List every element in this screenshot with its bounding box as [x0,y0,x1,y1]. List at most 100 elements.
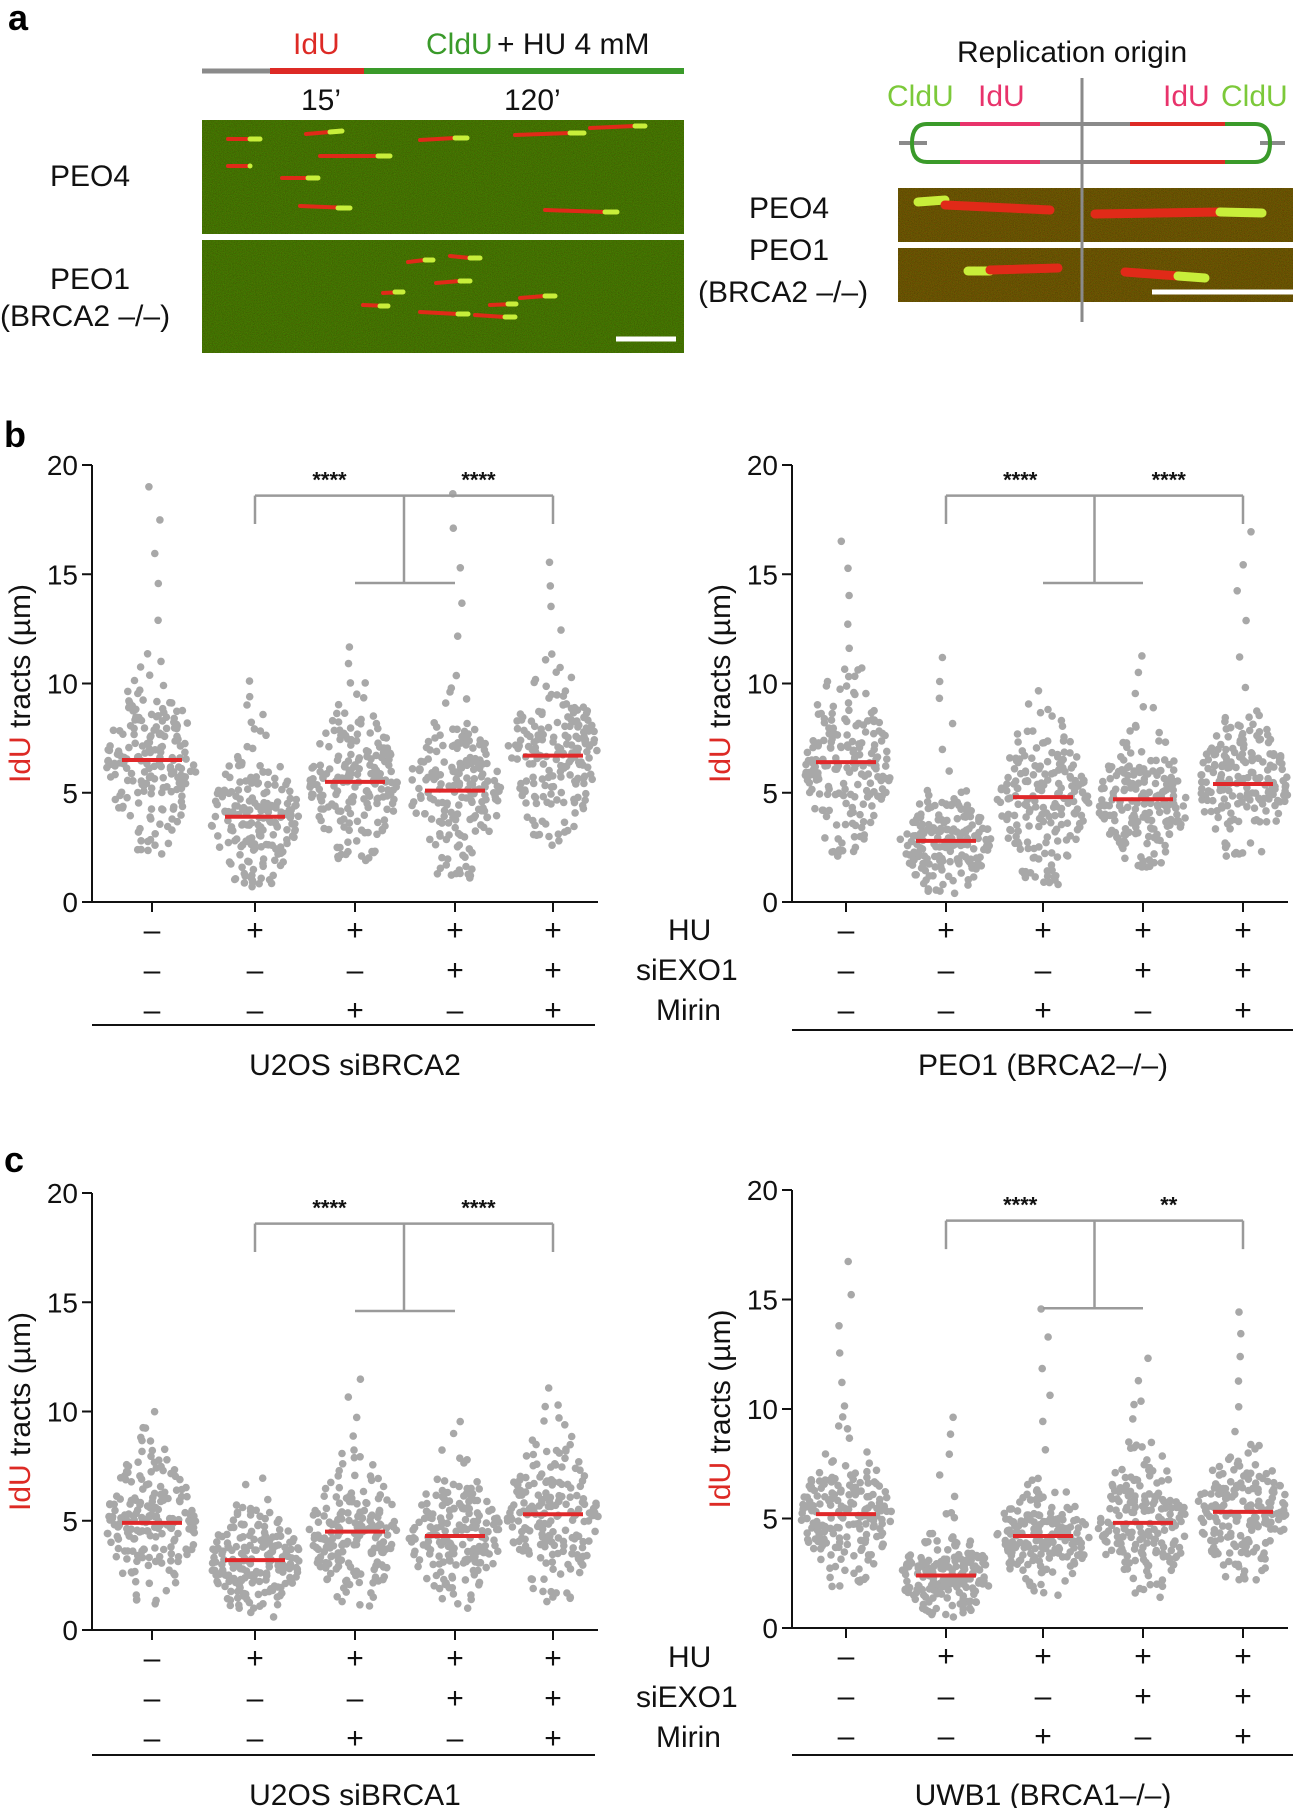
data-dot [1143,1539,1151,1547]
data-dot [430,1582,439,1590]
data-dot [489,1559,497,1568]
data-dot [912,871,920,879]
data-dot [1252,1521,1261,1530]
data-dot [574,1505,583,1514]
data-dot [1113,833,1121,842]
significance-label: **** [461,1196,496,1221]
data-dot [433,1475,442,1484]
data-dot [316,761,325,770]
data-dot [887,1507,895,1516]
data-dot [1160,1497,1168,1506]
data-dot [968,1584,977,1592]
data-dot [1012,757,1021,765]
data-dot [842,682,851,690]
dot-cluster [898,1413,993,1621]
data-dot [167,1543,175,1551]
data-dot [1161,738,1170,746]
data-dot [835,1524,843,1532]
data-dot [365,1602,374,1610]
data-dot [869,1516,878,1525]
data-dot [292,1563,301,1572]
data-dot [458,732,466,741]
data-dot [389,807,398,815]
data-dot [130,676,139,685]
data-dot [493,767,502,776]
data-dot [334,1549,342,1557]
data-dot [133,1506,142,1514]
data-dot [360,811,369,819]
data-dot [445,1555,454,1564]
data-dot [144,846,152,855]
data-dot [322,729,330,737]
data-dot [324,803,333,811]
data-dot [223,1594,232,1603]
data-dot [564,713,572,721]
data-dot [176,742,185,750]
data-dot [1238,729,1247,738]
data-dot [531,747,540,756]
data-dot [386,790,395,799]
data-dot [333,756,342,764]
y-axis-title-rest: tracts (µm) [4,584,37,736]
dot-cluster [207,677,303,891]
data-dot [862,786,871,795]
data-dot [351,1471,359,1480]
data-dot [903,1577,911,1586]
data-dot [1181,793,1190,802]
data-dot [993,1530,1001,1539]
data-dot [491,1541,499,1550]
data-dot [1121,1486,1129,1495]
data-dot [343,735,352,743]
data-dot [944,1586,953,1594]
data-dot [334,1472,343,1480]
data-dot [550,1541,559,1550]
data-dot [334,1523,343,1531]
data-dot [464,1547,472,1556]
data-dot [974,859,983,868]
data-dot [1258,1566,1266,1575]
data-dot [570,822,578,831]
data-dot [356,1453,364,1461]
data-dot [1149,703,1158,712]
dot-cluster [208,1474,303,1621]
data-dot [529,760,537,768]
data-dot [439,741,447,750]
data-dot [344,1559,353,1567]
y-tick-label: 0 [762,1613,778,1644]
data-dot [432,1491,441,1500]
data-dot [1101,801,1110,809]
data-dot [468,1489,477,1498]
data-dot [249,865,258,874]
data-dot [463,1503,472,1512]
data-dot [155,1552,164,1561]
data-dot [1120,785,1129,793]
data-dot [1007,826,1015,835]
data-dot [1130,1545,1139,1553]
data-dot [1029,727,1037,735]
data-dot [1207,807,1215,816]
data-dot [574,793,582,802]
data-dot [1007,1505,1016,1513]
data-dot [1046,1391,1054,1400]
data-dot [112,1552,121,1561]
data-dot [241,1480,250,1489]
data-dot [388,1500,396,1509]
data-dot [350,1446,358,1454]
data-dot [167,787,176,796]
data-dot [1257,1554,1265,1563]
data-dot [345,819,354,827]
data-dot [862,1505,870,1513]
schematic-time-2: 120’ [504,84,561,117]
data-dot [442,835,451,844]
data-dot [1126,727,1134,735]
data-dot [218,1532,226,1541]
data-dot [980,1573,988,1581]
data-dot [1238,775,1246,783]
data-dot [843,1425,852,1433]
condition-symbol-mirin: – [447,1722,464,1755]
data-dot [454,1600,462,1608]
data-dot [568,1516,577,1524]
condition-symbol-mirin: – [144,994,161,1027]
idu-fiber-segment [418,136,457,142]
